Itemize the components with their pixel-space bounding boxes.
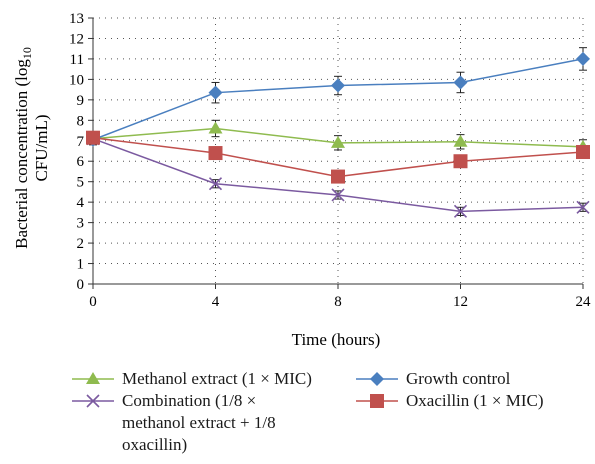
data-point: [576, 51, 590, 66]
data-point: [453, 134, 468, 147]
y-tick-label: 9: [77, 93, 85, 109]
y-tick-label: 12: [69, 31, 84, 47]
data-point: [208, 177, 223, 191]
y-tick-label: 8: [77, 113, 85, 129]
y-tick-label: 7: [77, 134, 85, 150]
y-axis-title-line2: CFU/mL): [32, 114, 51, 181]
square-marker-icon: [356, 394, 398, 408]
series-line: [92, 58, 584, 141]
data-point: [331, 78, 345, 93]
x-tick-label: 0: [89, 294, 97, 310]
series-square: [86, 130, 590, 184]
data-point: [576, 200, 590, 214]
x-tick-label: 24: [576, 294, 592, 310]
series-triangle: [86, 119, 590, 155]
y-tick-label: 11: [70, 52, 84, 68]
data-point: [331, 135, 345, 148]
y-axis-title-main: Bacterial concentration (log: [12, 59, 31, 249]
legend-item-methanol: Methanol extract (1 × MIC): [72, 368, 312, 390]
data-point: [453, 204, 468, 218]
legend-item-oxacillin: Oxacillin (1 × MIC): [356, 390, 544, 412]
diamond-marker-icon: [356, 372, 398, 386]
series-layer: [86, 47, 590, 218]
series-diamond: [86, 47, 590, 147]
data-point: [331, 188, 345, 202]
y-tick-label: 0: [77, 277, 85, 293]
x-tick-label: 8: [334, 294, 342, 310]
legend-label-oxacillin: Oxacillin (1 × MIC): [406, 391, 544, 410]
data-point: [576, 145, 590, 160]
y-tick-label: 3: [77, 216, 85, 232]
data-point: [453, 154, 468, 169]
y-tick-label: 6: [77, 154, 85, 170]
y-tick-label: 5: [77, 175, 85, 191]
data-point: [208, 146, 223, 161]
axes: [88, 17, 584, 289]
legend-item-growth: Growth control: [356, 368, 510, 390]
x-axis-title: Time (hours): [292, 330, 381, 349]
x-marker-icon: [72, 394, 114, 408]
y-axis-title: Bacterial concentration (log10: [12, 47, 34, 249]
data-point: [331, 169, 345, 184]
legend-item-combination: Combination (1/8 × methanol extract + 1/…: [72, 390, 276, 456]
data-point: [453, 75, 468, 90]
data-point: [208, 85, 223, 100]
x-tick-labels: 0 4 8 12 24: [89, 294, 591, 310]
x-tick-label: 12: [453, 294, 468, 310]
y-axis-title-subscript: 10: [20, 47, 34, 59]
triangle-marker-icon: [72, 372, 114, 384]
y-tick-label: 2: [77, 236, 85, 252]
data-point: [86, 130, 100, 145]
y-tick-label: 13: [69, 11, 84, 27]
legend-label-methanol: Methanol extract (1 × MIC): [122, 369, 312, 388]
legend-label-combination: Combination (1/8 × methanol extract + 1/…: [122, 391, 276, 454]
grid-lines: [93, 17, 584, 284]
y-tick-label: 10: [69, 72, 84, 88]
data-point: [208, 121, 223, 134]
legend-label-growth: Growth control: [406, 369, 511, 388]
y-tick-label: 1: [77, 257, 85, 273]
x-tick-label: 4: [212, 294, 220, 310]
y-tick-label: 4: [77, 195, 85, 211]
chart-legend: Methanol extract (1 × MIC) Growth contro…: [72, 368, 592, 462]
